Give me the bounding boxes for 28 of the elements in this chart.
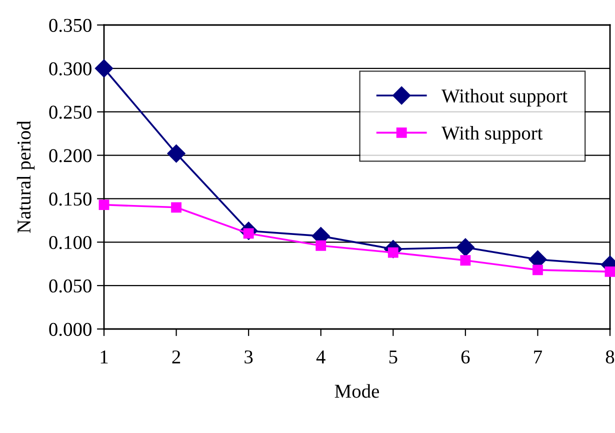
legend-label: With support bbox=[441, 126, 543, 144]
y-axis-title: Natural period bbox=[16, 120, 35, 233]
legend-label: Without support bbox=[441, 88, 568, 106]
y-tick-label: 0.300 bbox=[49, 62, 92, 76]
y-tick-label: 0.000 bbox=[49, 322, 92, 336]
x-tick-label: 1 bbox=[100, 350, 108, 364]
y-tick-label: 0.050 bbox=[49, 279, 92, 293]
point bbox=[604, 266, 615, 277]
point bbox=[94, 59, 114, 78]
y-tick-label: 0.150 bbox=[49, 192, 92, 206]
x-tick-label: 7 bbox=[534, 350, 542, 364]
point bbox=[456, 238, 474, 256]
y-tick-label: 0.350 bbox=[49, 18, 92, 32]
y-tick-label: 0.200 bbox=[49, 149, 92, 162]
point bbox=[171, 202, 182, 213]
x-tick-label: 3 bbox=[244, 350, 253, 364]
point bbox=[316, 240, 326, 251]
x-tick-label: 5 bbox=[389, 350, 398, 364]
point bbox=[532, 264, 543, 276]
x-tick-label: 8 bbox=[606, 350, 614, 364]
x-tick-label: 2 bbox=[172, 350, 180, 364]
x-tick-label: 6 bbox=[461, 350, 470, 364]
y-tick-label: 0.250 bbox=[49, 106, 92, 119]
x-axis-title: Mode bbox=[334, 384, 380, 398]
x-tick-label: 4 bbox=[316, 350, 326, 364]
y-tick-label: 0.100 bbox=[49, 236, 92, 250]
point bbox=[167, 144, 186, 163]
point bbox=[460, 255, 471, 266]
